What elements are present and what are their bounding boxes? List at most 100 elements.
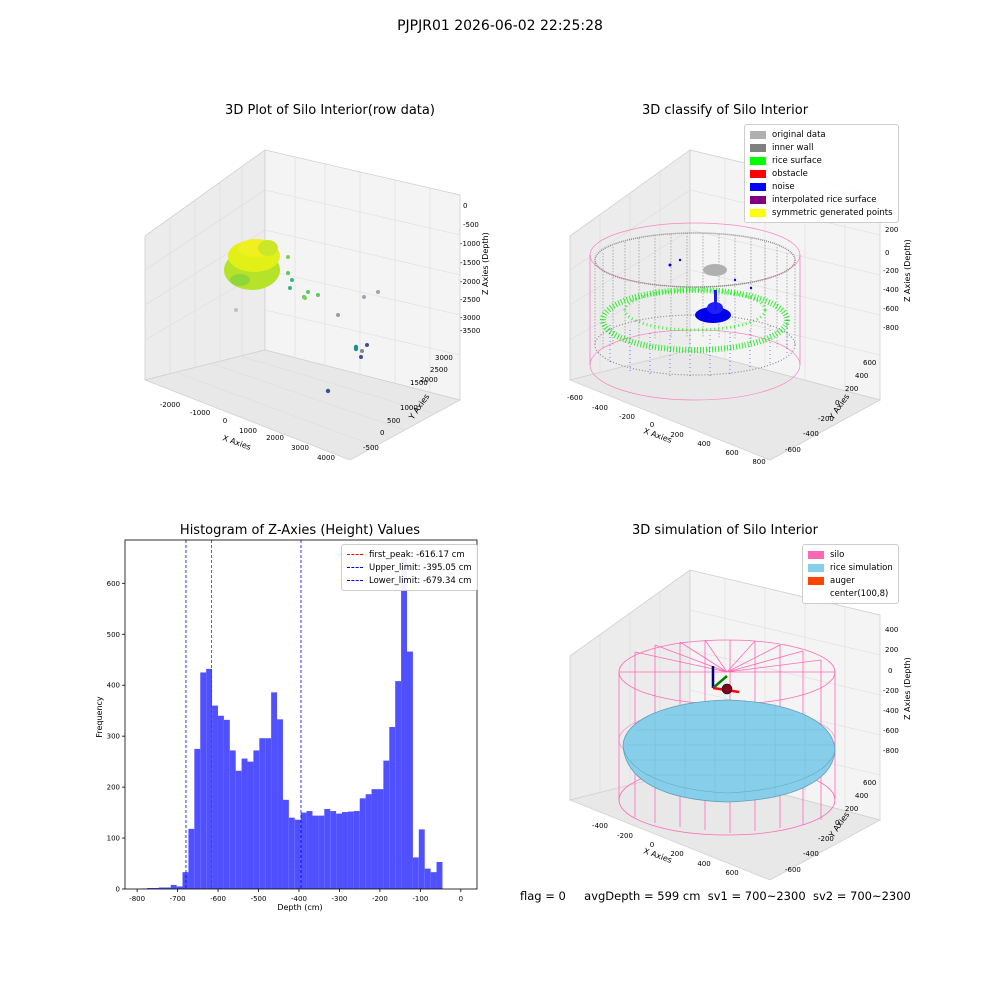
histogram-bar	[306, 811, 313, 889]
raw-ztick: -3500	[460, 327, 480, 335]
histogram-bar	[401, 557, 408, 889]
simulation-zlabel: Z Axies (Depth)	[903, 657, 912, 720]
simulation-plot-title: 3D simulation of Silo Interior	[632, 523, 818, 538]
depth-histogram: -800 -700 -600 -500 -400 -300 -200 -100 0 0 100 20…	[95, 539, 478, 912]
histogram-ylabel: Frequency	[95, 696, 104, 738]
histogram-xtick-label: -400	[291, 895, 307, 903]
histogram-bar	[365, 794, 372, 889]
legend-swatch	[808, 576, 824, 585]
histogram-ytick-label: 500	[107, 631, 120, 639]
legend-entry: rice simulation	[808, 561, 893, 574]
histogram-bar	[259, 738, 266, 889]
histogram-bar	[377, 789, 384, 889]
simulation-xtick: 400	[697, 860, 710, 868]
classify-ytick: 0	[835, 399, 839, 407]
raw-ztick: -2500	[460, 296, 480, 304]
histogram-xticks: -800 -700 -600 -500 -400 -300 -200 -100 0	[129, 889, 463, 903]
histogram-bar	[247, 761, 254, 889]
raw-xtick: 0	[223, 417, 227, 425]
raw-ztick: -500	[463, 221, 479, 229]
simulation-auger	[711, 666, 740, 695]
raw-xtick: 4000	[317, 454, 335, 460]
simulation-ztick: 200	[885, 646, 898, 654]
classify-ytick: -600	[785, 446, 801, 454]
raw-zlabel: Z Axies (Depth)	[481, 232, 490, 295]
histogram-bar	[241, 758, 248, 889]
histogram-bar	[188, 828, 195, 889]
histogram-bar	[164, 887, 171, 889]
legend-line	[347, 580, 363, 581]
status-line: flag = 0 avgDepth = 599 cm sv1 = 700~230…	[520, 889, 911, 903]
classify-silo-wall	[589, 222, 801, 401]
legend-entry: obstacle	[750, 167, 893, 180]
raw-ztick: -1000	[460, 240, 480, 248]
legend-label: inner wall	[772, 142, 814, 153]
legend-label: silo	[830, 549, 845, 560]
raw-xtick: 1000	[239, 427, 257, 435]
raw-xtick: -1000	[190, 409, 210, 417]
legend-swatch	[750, 130, 766, 139]
legend-line	[347, 567, 363, 568]
histogram-bar	[277, 719, 283, 889]
raw-axis-ticks: -2000 -1000 0 1000 2000 3000 4000 -500 0…	[160, 202, 481, 460]
histogram-bar	[223, 719, 230, 889]
classify-ztick: 0	[885, 249, 889, 257]
legend-entry: Upper_limit: -395.05 cm	[347, 561, 472, 574]
legend-entry: silo	[808, 548, 893, 561]
legend-label: interpolated rice surface	[772, 194, 877, 205]
raw-xtick: -2000	[160, 401, 180, 409]
raw-ytick: 0	[380, 429, 384, 437]
histogram-bar	[300, 812, 307, 889]
legend-entry: auger	[808, 574, 893, 587]
histogram-bar	[212, 705, 218, 889]
simulation-xtick: 0	[650, 841, 654, 849]
raw-ytick: 2500	[430, 366, 448, 374]
simulation-legend: silo rice simulation auger center(100,8)	[802, 544, 899, 604]
histogram-threshold-lines	[185, 540, 302, 889]
histogram-bar	[312, 815, 319, 889]
simulation-ztick: -200	[883, 687, 899, 695]
legend-entry: noise	[750, 180, 893, 193]
legend-entry: symmetric generated points	[750, 206, 893, 219]
histogram-bar	[359, 798, 366, 889]
histogram-bar	[217, 715, 224, 889]
simulation-xlabel: X Axies	[642, 846, 673, 865]
classify-zlabel: Z Axies (Depth)	[903, 239, 912, 302]
simulation-ytick: 600	[863, 779, 876, 787]
legend-label: rice surface	[772, 155, 822, 166]
legend-entry: inner wall	[750, 141, 893, 154]
classify-xtick: 600	[725, 449, 738, 457]
histogram-bar	[342, 812, 348, 889]
flag-value: flag = 0	[520, 889, 566, 903]
simulation-ytick: -600	[785, 866, 801, 874]
classify-ztick: 200	[885, 226, 898, 234]
histogram-xtick-label: -500	[251, 895, 267, 903]
histogram-bar	[412, 857, 419, 889]
raw-ztick: -1500	[460, 259, 480, 267]
raw-ztick: -2000	[460, 278, 480, 286]
histogram-bar	[395, 681, 402, 889]
simulation-ztick: 0	[888, 667, 892, 675]
histogram-frame	[124, 539, 478, 890]
classify-ytick: 600	[863, 359, 876, 367]
histogram-bar	[282, 799, 289, 889]
sv1-value: sv1 = 700~2300	[707, 889, 806, 903]
simulation-ytick: 400	[855, 792, 868, 800]
legend-entry: first_peak: -616.17 cm	[347, 548, 472, 561]
classify-ytick: 400	[855, 372, 868, 380]
histogram-bar	[265, 738, 272, 889]
classify-noise	[668, 258, 753, 323]
classify-xtick: 200	[670, 431, 683, 439]
sv2-value: sv2 = 700~2300	[812, 889, 911, 903]
histogram-bar	[418, 829, 425, 889]
classify-3d-plot: -600 -400 -200 0 200 400 600 800 -600 -4…	[567, 149, 912, 466]
legend-swatch	[750, 195, 766, 204]
classify-xtick: -600	[567, 394, 583, 402]
legend-swatch	[750, 156, 766, 165]
simulation-axis-ticks: -400 -200 0 200 400 600 -600 -400 -200 0…	[592, 626, 899, 877]
histogram-ytick-label: 600	[107, 580, 120, 588]
classify-xtick: 400	[697, 440, 710, 448]
legend-line	[347, 554, 363, 555]
raw-ytick: 2000	[420, 376, 438, 384]
histogram-bar	[436, 861, 443, 889]
